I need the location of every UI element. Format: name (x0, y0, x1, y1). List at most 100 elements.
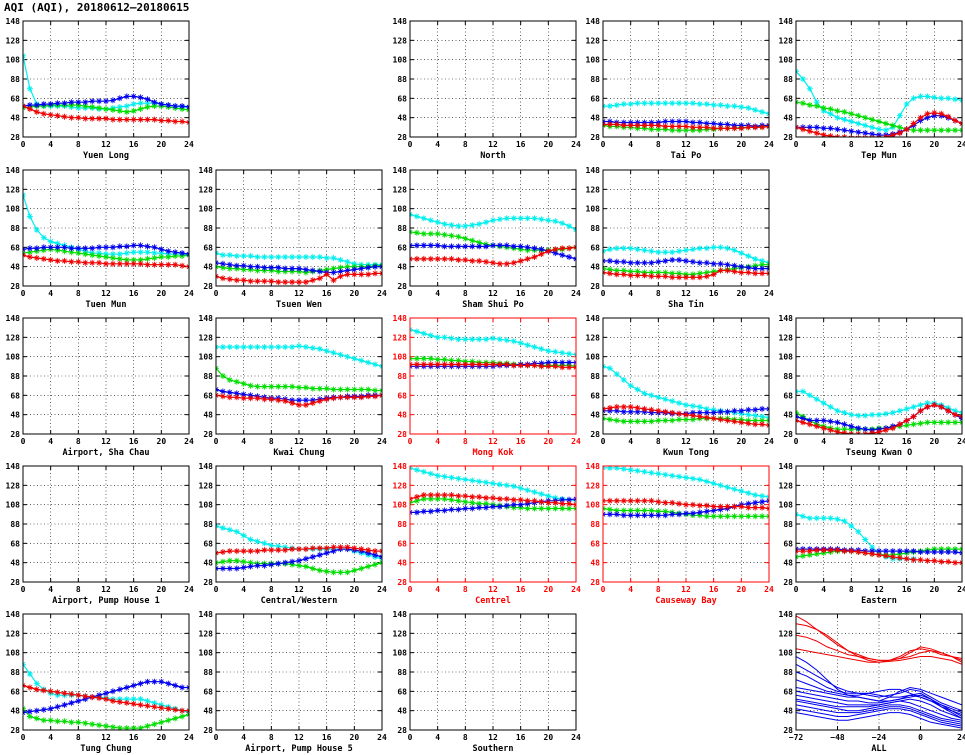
series-line (796, 708, 962, 727)
x-tick-label: 8 (269, 585, 274, 594)
x-tick-label: 20 (737, 437, 747, 446)
x-tick-label: −72 (789, 733, 804, 742)
x-tick-label: 24 (184, 140, 194, 149)
y-tick-label: 128 (199, 185, 214, 194)
y-tick-label: 68 (590, 94, 600, 103)
y-tick-label: 148 (199, 314, 214, 323)
x-tick-label: 8 (656, 585, 661, 594)
x-tick-label: 0 (601, 289, 606, 298)
y-tick-label: 88 (10, 520, 20, 529)
y-tick-label: 148 (586, 17, 601, 26)
y-tick-label: 108 (199, 501, 214, 510)
x-tick-label: 4 (241, 585, 246, 594)
x-tick-label: 4 (435, 140, 440, 149)
panel-label: ALL (871, 744, 886, 754)
series-markers (216, 544, 382, 556)
y-tick-label: 148 (586, 314, 601, 323)
y-tick-label: 148 (779, 17, 794, 26)
series-group (603, 363, 769, 429)
x-tick-label: 20 (350, 585, 360, 594)
y-tick-label: 88 (10, 75, 20, 84)
x-tick-label: 0 (794, 585, 799, 594)
y-tick-label: 28 (10, 726, 20, 735)
y-tick-label: 88 (590, 520, 600, 529)
series-markers (410, 326, 576, 358)
x-tick-label: 16 (129, 140, 139, 149)
y-tick-label: 128 (393, 481, 408, 490)
x-tick-label: 12 (294, 289, 304, 298)
y-tick-label: 68 (397, 94, 407, 103)
y-tick-label: 108 (6, 649, 21, 658)
x-tick-label: 24 (184, 733, 194, 742)
y-tick-label: 48 (783, 411, 793, 420)
x-tick-label: 4 (821, 437, 826, 446)
x-tick-label: 4 (435, 585, 440, 594)
series-line (603, 467, 769, 498)
x-tick-label: 12 (101, 585, 111, 594)
series-markers (603, 256, 769, 272)
grid (410, 170, 576, 286)
x-tick-label: 8 (76, 140, 81, 149)
y-tick-label: 128 (199, 333, 214, 342)
panel-label: Tai Po (671, 150, 702, 161)
y-tick-label: 128 (586, 185, 601, 194)
y-tick-label: 88 (203, 372, 213, 381)
y-tick-label: 88 (10, 668, 20, 677)
series-group (410, 326, 576, 371)
y-tick-label: 68 (397, 243, 407, 252)
y-tick-label: 148 (779, 610, 794, 619)
y-tick-label: 28 (397, 133, 407, 142)
y-tick-label: 148 (199, 610, 214, 619)
y-tick-label: 108 (199, 353, 214, 362)
panel-label: Sha Tin (668, 299, 704, 310)
x-tick-label: 24 (184, 437, 194, 446)
x-tick-label: 8 (463, 289, 468, 298)
y-tick-label: 48 (203, 263, 213, 272)
grid (216, 614, 382, 730)
x-tick-label: 12 (681, 140, 691, 149)
x-tick-label: 16 (516, 437, 526, 446)
series-markers (23, 252, 189, 270)
y-tick-label: 48 (783, 559, 793, 568)
x-tick-label: 20 (737, 585, 747, 594)
x-tick-label: 16 (322, 437, 332, 446)
y-tick-label: 128 (6, 481, 21, 490)
panel-label: North (480, 151, 506, 161)
x-tick-label: 0 (21, 733, 26, 742)
plot-frame (602, 465, 770, 583)
grid (23, 318, 189, 434)
x-tick-label: −24 (872, 733, 887, 742)
x-tick-label: 0 (408, 733, 413, 742)
y-tick-label: 128 (779, 36, 794, 45)
series-markers (603, 466, 769, 500)
y-tick-label: 128 (6, 185, 21, 194)
y-tick-label: 28 (397, 726, 407, 735)
y-tick-label: 68 (783, 687, 793, 696)
y-tick-label: 128 (199, 629, 214, 638)
x-tick-label: 24 (764, 585, 774, 594)
plot-frame (215, 169, 383, 287)
x-tick-label: 8 (269, 733, 274, 742)
plot-frame (602, 317, 770, 435)
x-tick-label: 20 (157, 733, 167, 742)
x-tick-label: 24 (764, 140, 774, 149)
y-tick-label: 148 (586, 166, 601, 175)
panel-label: Southern (473, 744, 514, 754)
series-markers (23, 705, 189, 730)
x-tick-label: 0 (794, 437, 799, 446)
y-tick-label: 88 (590, 372, 600, 381)
series-group (216, 522, 382, 576)
grid (603, 170, 769, 286)
y-tick-label: 28 (783, 726, 793, 735)
series-group (216, 250, 382, 286)
x-tick-label: 0 (214, 585, 219, 594)
y-tick-label: 48 (203, 707, 213, 716)
plot-frame (409, 613, 577, 731)
x-tick-label: 0 (21, 289, 26, 298)
y-tick-label: 28 (397, 282, 407, 291)
